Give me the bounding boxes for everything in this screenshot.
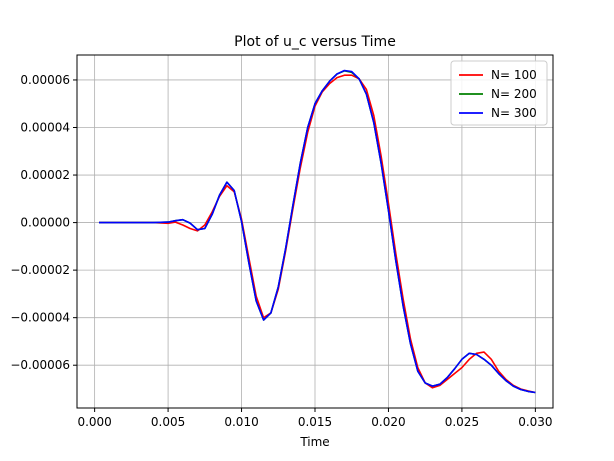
series-lines (99, 69, 536, 394)
chart-title: Plot of u_c versus Time (234, 34, 396, 50)
x-tick-label: 0.010 (224, 415, 258, 429)
grid-lines (77, 55, 553, 408)
x-tick-label: 0.030 (518, 415, 552, 429)
x-tick-label: 0.000 (77, 415, 111, 429)
y-axis-ticks: −0.00006 −0.00004 −0.00002 0.00000 0.00002 0.… (10, 73, 77, 372)
legend-label: N= 300 (491, 106, 537, 120)
series-line-3 (99, 69, 536, 394)
y-tick-label: −0.00002 (10, 263, 70, 277)
legend: N= 100 N= 200 N= 300 (450, 60, 548, 126)
x-axis-title: Time (299, 435, 329, 449)
x-tick-label: 0.025 (445, 415, 479, 429)
legend-label: N= 200 (491, 87, 537, 101)
x-axis-ticks: 0.000 0.005 0.010 0.015 0.020 0.025 0.030 (77, 408, 553, 429)
legend-box (450, 60, 548, 126)
x-tick-label: 0.020 (371, 415, 405, 429)
y-tick-label: 0.00004 (20, 121, 70, 135)
x-tick-label: 0.005 (151, 415, 185, 429)
legend-label: N= 100 (491, 68, 537, 82)
x-tick-label: 0.015 (298, 415, 332, 429)
y-tick-label: 0.00002 (20, 168, 70, 182)
y-tick-label: −0.00004 (10, 311, 70, 325)
y-tick-label: −0.00006 (10, 358, 70, 372)
y-tick-label: 0.00006 (20, 73, 70, 87)
y-tick-label: 0.00000 (20, 216, 70, 230)
